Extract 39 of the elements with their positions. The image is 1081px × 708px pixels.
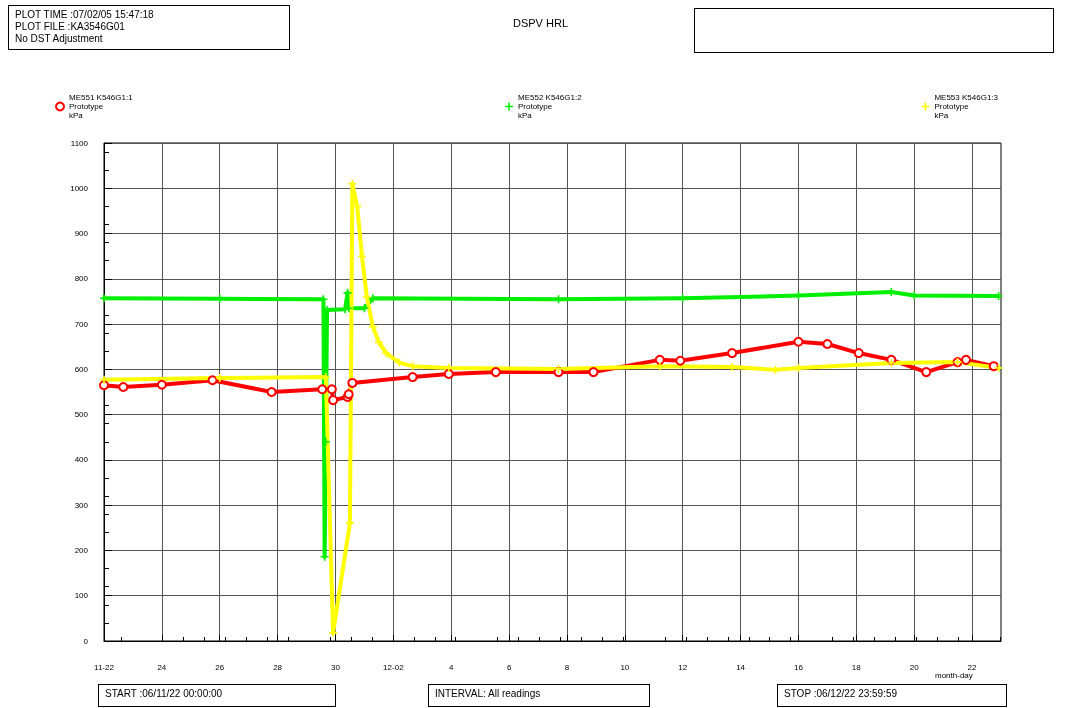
x-tick-label: 8 <box>564 662 570 672</box>
x-tick-label: 26 <box>215 662 225 672</box>
y-tick-label: 800 <box>74 274 89 284</box>
x-tick-label: 18 <box>851 662 862 672</box>
legend-label: ME552 K546G1:2 Prototype kPa <box>518 93 583 120</box>
legend-label: ME553 K546G1:3 Prototype kPa <box>934 93 999 120</box>
text: PLOT TIME :07/02/05 15:47:18 <box>15 9 155 21</box>
y-tick-label: 400 <box>74 455 89 465</box>
y-tick-label: 1000 <box>70 183 89 193</box>
x-tick-label: 10 <box>620 662 630 672</box>
x-tick-label: 4 <box>449 662 454 672</box>
x-axis-title: month-day <box>935 670 973 680</box>
text: No DST Adjustment <box>15 33 104 45</box>
text: START :06/11/22 00:00:00 <box>105 688 224 700</box>
y-tick-label: 1100 <box>70 138 89 148</box>
x-tick-label: 30 <box>331 662 341 672</box>
x-tick-label: 16 <box>794 662 804 672</box>
x-tick-label: 20 <box>909 662 920 672</box>
x-tick-label: 6 <box>506 662 512 672</box>
y-tick-label: 0 <box>83 636 89 646</box>
y-tick-label: 700 <box>74 319 89 329</box>
y-tick-label: 900 <box>74 229 89 239</box>
x-tick-label: 11-22 <box>94 662 115 672</box>
chart-title: DSPV HRL <box>512 16 569 29</box>
text: PLOT FILE :KA3546G01 <box>15 21 126 33</box>
y-tick-label: 600 <box>74 364 89 374</box>
text: STOP :06/12/22 23:59:59 <box>784 688 899 700</box>
y-tick-label: 500 <box>74 410 89 420</box>
x-tick-label: 22 <box>967 662 978 672</box>
x-tick-label: 12 <box>678 662 688 672</box>
x-tick-label: 14 <box>736 662 746 672</box>
x-tick-label: 24 <box>157 662 167 672</box>
x-tick-label: 28 <box>273 662 283 672</box>
y-tick-label: 200 <box>74 545 89 555</box>
x-tick-label: 12-02 <box>383 662 405 672</box>
y-tick-label: 300 <box>74 500 89 510</box>
text: INTERVAL: All readings <box>435 688 542 700</box>
y-tick-label: 100 <box>74 591 89 601</box>
legend-label: ME551 K546G1:1 Prototype kPa <box>69 93 134 120</box>
